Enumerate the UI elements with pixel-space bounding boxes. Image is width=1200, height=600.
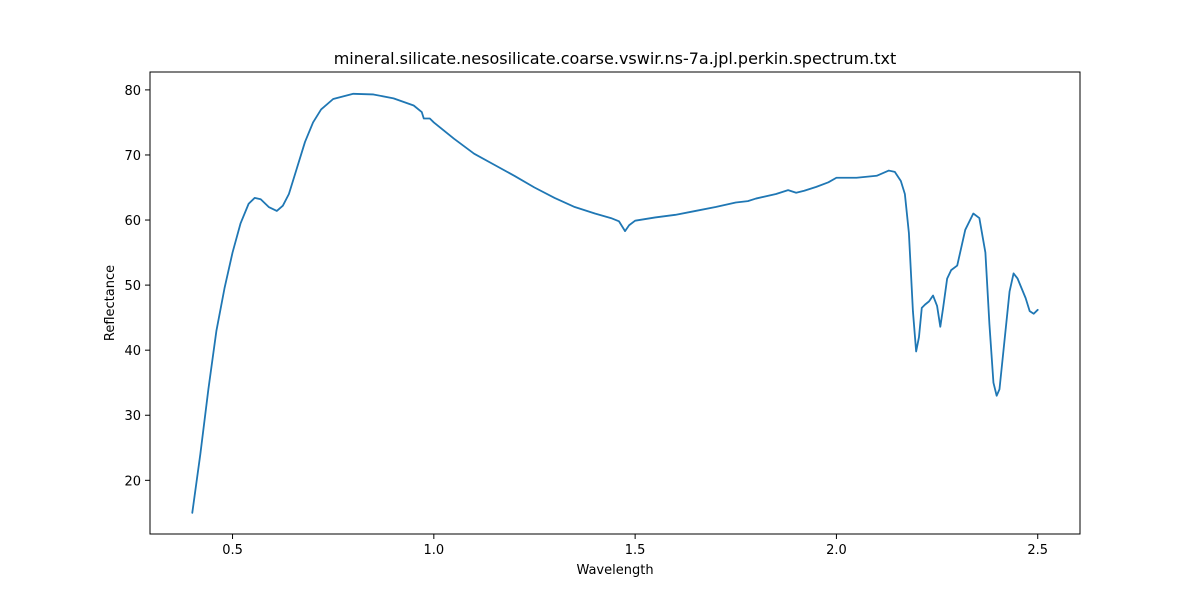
- chart-title: mineral.silicate.nesosilicate.coarse.vsw…: [334, 49, 897, 68]
- x-tick-label: 2.0: [826, 543, 847, 558]
- y-tick-label: 80: [124, 84, 141, 99]
- y-axis-ticks: 20 30 40 50 60 70 80: [124, 84, 150, 489]
- plot-frame: [149, 71, 1081, 535]
- y-tick-label: 60: [124, 214, 141, 229]
- y-tick-label: 20: [124, 474, 141, 489]
- x-axis-label: Wavelength: [576, 563, 653, 578]
- x-axis-ticks: 0.5 1.0 1.5 2.0 2.5: [222, 534, 1048, 558]
- x-tick-label: 2.5: [1027, 543, 1048, 558]
- x-tick-label: 0.5: [222, 543, 243, 558]
- y-tick-label: 40: [124, 344, 141, 359]
- x-tick-label: 1.5: [625, 543, 646, 558]
- plot-area: 0.5 1.0 1.5 2.0 2.5 20 30 40 50 60 70 80: [124, 71, 1081, 558]
- x-tick-label: 1.0: [423, 543, 444, 558]
- reflectance-series-line: [191, 92, 1039, 514]
- y-axis-label: Reflectance: [103, 265, 118, 341]
- series-layer: [191, 92, 1039, 514]
- y-tick-label: 30: [124, 409, 141, 424]
- y-tick-label: 70: [124, 149, 141, 164]
- y-tick-label: 50: [124, 279, 141, 294]
